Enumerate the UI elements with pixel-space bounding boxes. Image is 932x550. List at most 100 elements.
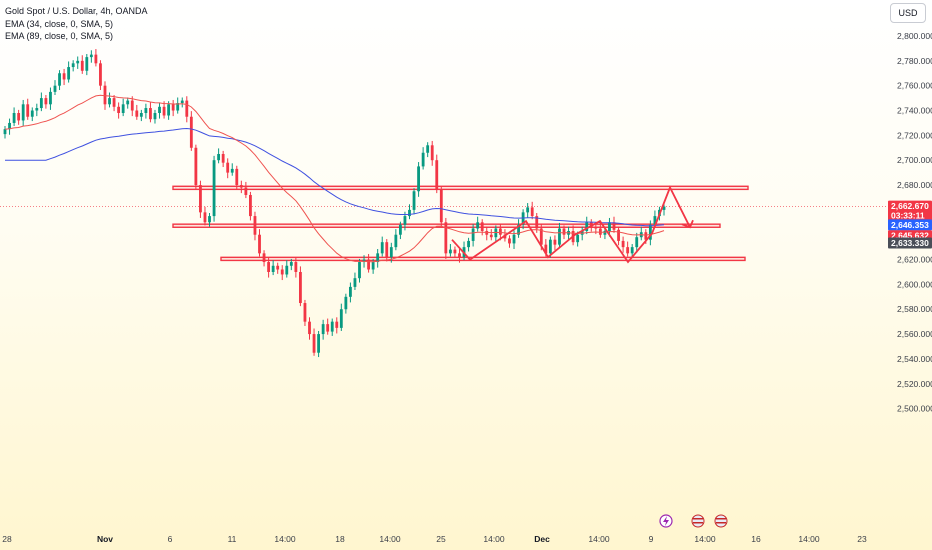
candle-body — [8, 122, 11, 130]
candle-body — [317, 334, 321, 353]
candle-body — [421, 152, 425, 167]
y-tick-label: 2,700.000 — [897, 155, 932, 165]
x-tick-label: 14:00 — [483, 534, 505, 544]
candle-body — [344, 296, 348, 310]
candle-body — [353, 278, 357, 287]
price-label-value: 2,633.330 — [891, 238, 929, 248]
candle-body — [312, 334, 316, 353]
us-flag-event-icon[interactable] — [714, 514, 728, 528]
x-tick-label: 14:00 — [588, 534, 610, 544]
candle-body — [380, 242, 384, 254]
ema-89-line — [5, 127, 665, 227]
y-tick-label: 2,620.000 — [897, 255, 932, 265]
candle-body — [139, 113, 143, 117]
candle-body — [403, 216, 407, 225]
candle-body — [30, 110, 34, 117]
ema-34-label: EMA (34, close, 0, SMA, 5) — [5, 18, 114, 29]
candle-body — [612, 222, 616, 230]
candle-body — [130, 100, 134, 111]
candle-body — [235, 168, 239, 186]
candle-body — [76, 60, 80, 64]
candle-body — [603, 230, 607, 235]
candle-body — [417, 166, 420, 192]
price-label-box — [888, 200, 932, 221]
candle-body — [598, 228, 602, 235]
candle-body — [330, 321, 334, 332]
candle-body — [608, 222, 611, 231]
candle-body — [262, 253, 266, 263]
ema-34-line — [4, 94, 665, 263]
candle-body — [321, 324, 325, 335]
candle-body — [539, 228, 543, 245]
candle-body — [285, 265, 289, 275]
flag-stripe — [716, 522, 726, 524]
candle-body — [99, 63, 102, 86]
candle-body — [167, 104, 171, 116]
candle-body — [144, 108, 148, 114]
projection-zigzag[interactable] — [451, 185, 691, 264]
candle-body — [521, 212, 525, 225]
x-tick-label: 18 — [335, 534, 345, 544]
y-tick-label: 2,520.000 — [897, 379, 932, 389]
candle-body — [171, 104, 175, 111]
candle-body — [412, 191, 416, 210]
candle-body — [226, 162, 230, 173]
candle-body — [89, 54, 93, 58]
x-tick-label: 14:00 — [798, 534, 820, 544]
x-tick-label: 9 — [649, 534, 654, 544]
candle-body — [508, 238, 511, 244]
candle-body — [71, 63, 75, 68]
candle-body — [212, 160, 216, 217]
candle-body — [558, 228, 561, 245]
candle-body — [149, 108, 152, 120]
candle-body — [217, 153, 221, 161]
candle-body — [17, 113, 21, 121]
candle-body — [358, 262, 361, 279]
candle-body — [135, 110, 139, 117]
candle-body — [367, 259, 370, 270]
candle-body — [535, 216, 539, 229]
y-tick-label: 2,740.000 — [897, 106, 932, 116]
candle-body — [35, 108, 39, 111]
candle-body — [294, 262, 298, 272]
candle-body — [117, 106, 121, 114]
y-tick-label: 2,800.000 — [897, 31, 932, 41]
x-tick-label: Dec — [534, 534, 550, 544]
candle-body — [371, 262, 375, 270]
flag-stripe — [693, 518, 703, 520]
candle-body — [121, 104, 125, 114]
lightning-glyph-icon — [663, 516, 669, 526]
candle-body — [444, 222, 448, 254]
candle-body — [385, 242, 389, 258]
y-tick-label: 2,580.000 — [897, 304, 932, 314]
candle-body — [180, 100, 184, 104]
currency-button[interactable]: USD — [890, 3, 926, 23]
candle-body — [185, 100, 189, 117]
arrow-head-icon — [681, 219, 694, 229]
candle-body — [548, 239, 552, 254]
candle-body — [162, 106, 166, 116]
candle-body — [398, 224, 402, 235]
candle-body — [39, 98, 43, 109]
y-tick-label: 2,720.000 — [897, 130, 932, 140]
support-resistance-zone[interactable] — [220, 256, 746, 262]
x-tick-label: 14:00 — [379, 534, 401, 544]
candle-body — [471, 228, 475, 241]
candle-body — [662, 206, 666, 210]
candle-body — [562, 228, 566, 235]
x-tick-label: 16 — [751, 534, 761, 544]
x-tick-label: 14:00 — [694, 534, 716, 544]
y-tick-label: 2,560.000 — [897, 329, 932, 339]
y-tick-label: 2,780.000 — [897, 56, 932, 66]
candle-body — [26, 104, 30, 117]
candle-body — [635, 237, 639, 248]
us-flag-event-icon[interactable] — [691, 514, 705, 528]
candle-body — [553, 239, 557, 245]
candle-body — [253, 216, 257, 235]
x-tick-label: 6 — [168, 534, 173, 544]
symbol-title: Gold Spot / U.S. Dollar, 4h, OANDA — [5, 6, 148, 16]
support-resistance-zone[interactable] — [172, 185, 749, 191]
y-tick-label: 2,760.000 — [897, 81, 932, 91]
